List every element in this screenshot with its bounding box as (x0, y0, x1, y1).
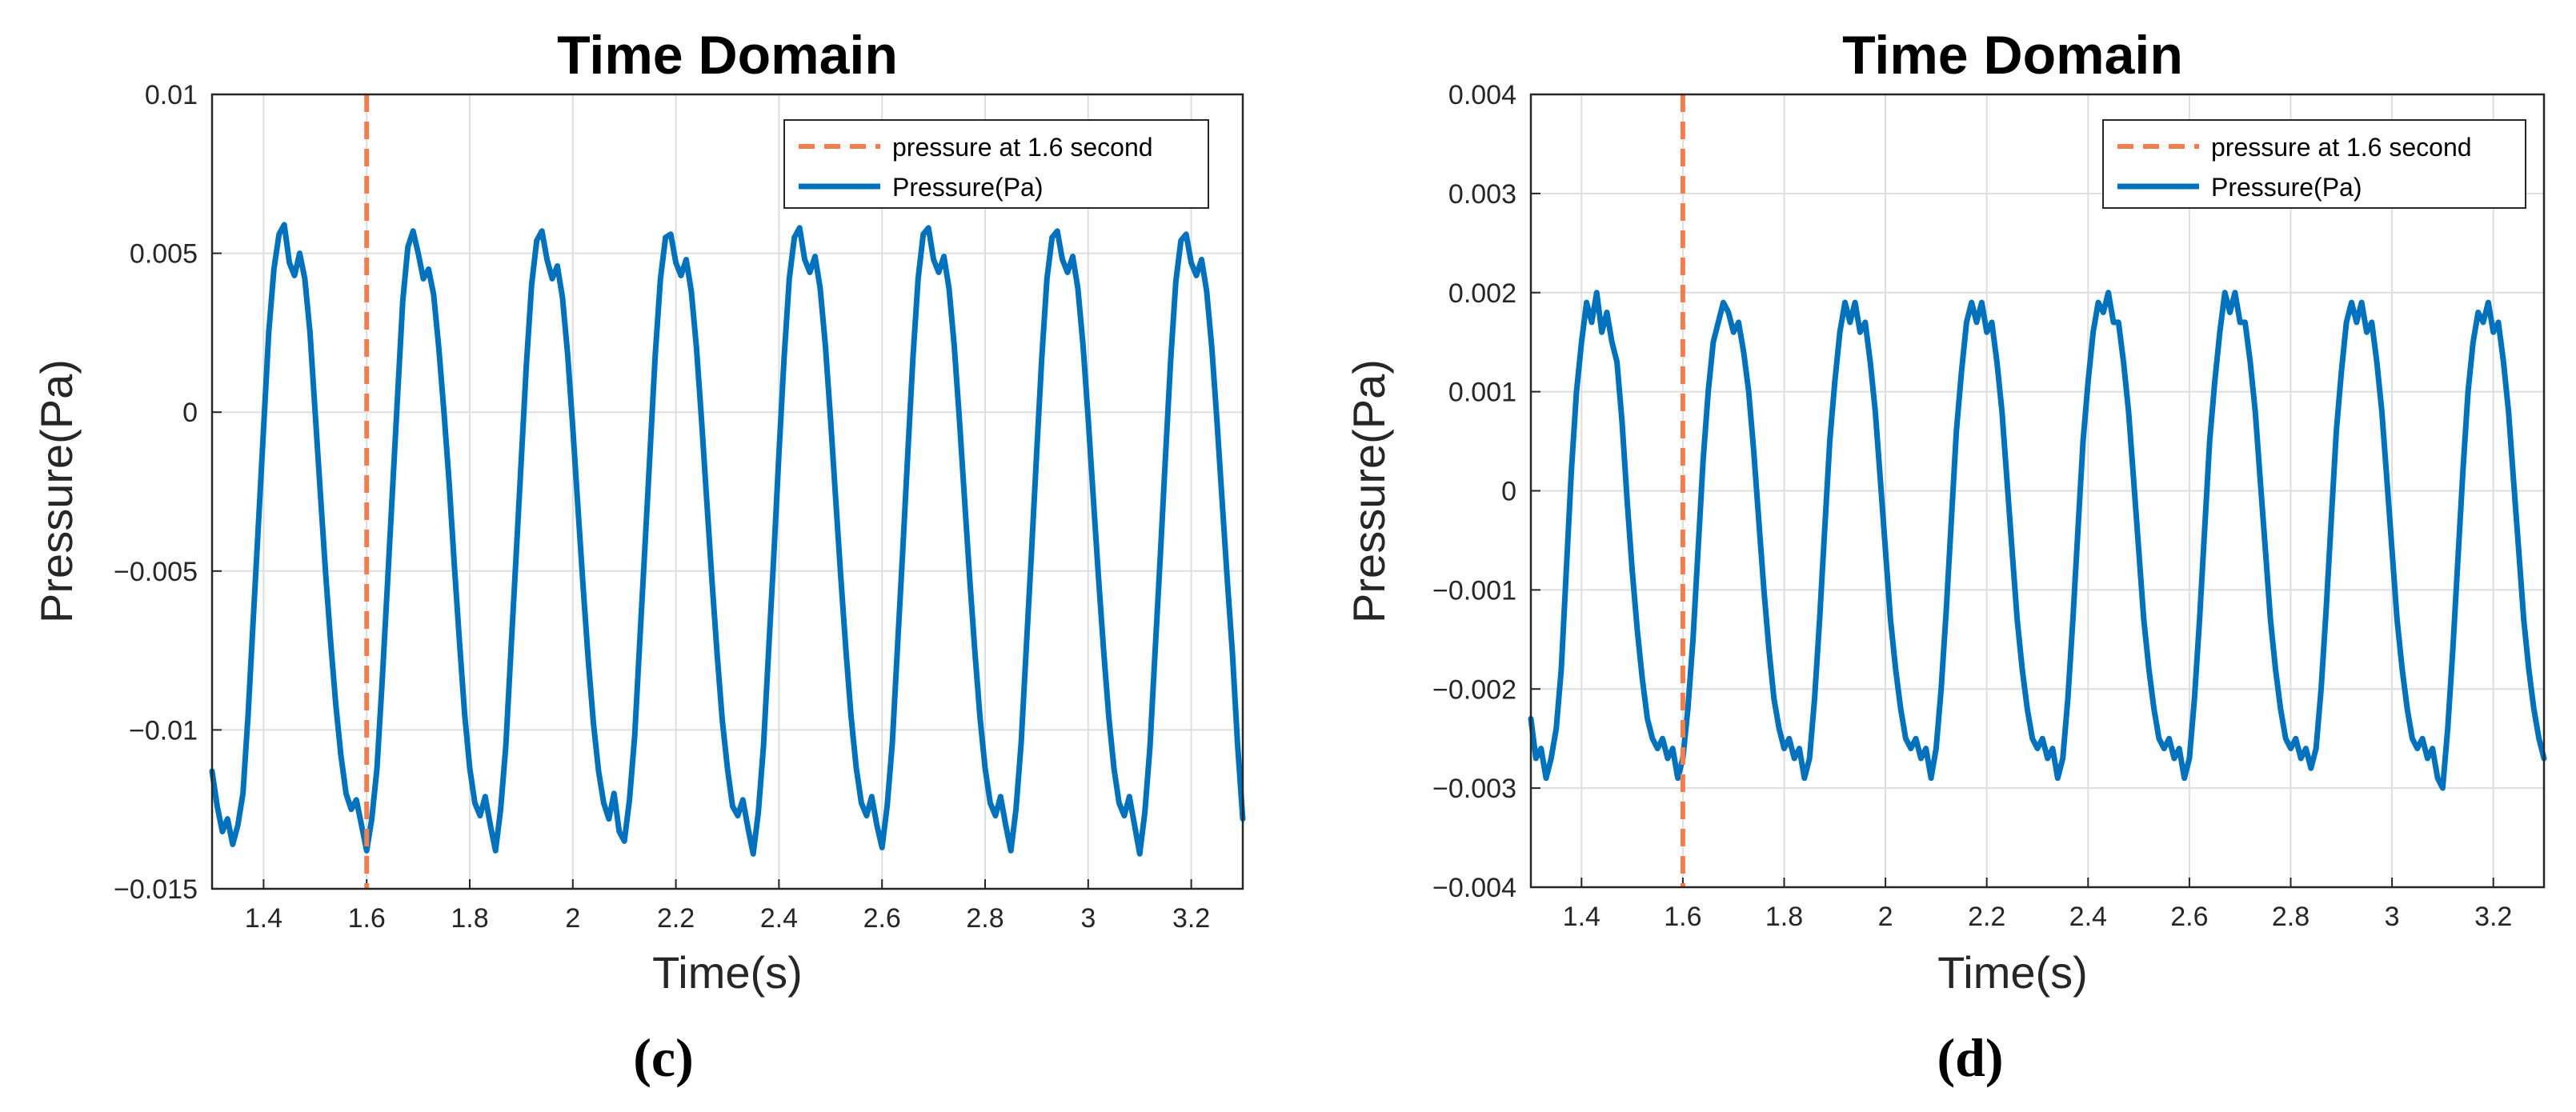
y-tick-label: 0.003 (1448, 179, 1516, 210)
legend: pressure at 1.6 second Pressure(Pa) (2102, 119, 2526, 209)
x-tick-label: 2 (1878, 902, 1893, 932)
x-axis-label: Time(s) (652, 947, 803, 998)
x-tick-label: 2.6 (2170, 902, 2208, 932)
plot-area (209, 94, 1246, 889)
y-tick-label: 0.01 (145, 80, 198, 110)
x-tick-label: 2.2 (657, 903, 695, 934)
x-tick-label: 1.4 (1563, 902, 1600, 932)
y-tick-label: 0 (1501, 477, 1516, 507)
x-tick-label: 1.8 (1765, 902, 1803, 932)
chart-panel-d: Time Domain 1.4 1.6 1.8 2 2.2 2.4 2.6 2.8 3 3.2 −… (1344, 25, 2547, 1088)
x-tick-label: 3 (2385, 902, 2400, 932)
x-tick-label: 2.8 (2272, 902, 2310, 932)
x-tick-labels: 1.4 1.6 1.8 2 2.2 2.4 2.6 2.8 3 3.2 (245, 903, 1210, 934)
plot-area (1528, 94, 2547, 887)
legend-marker-line-label: pressure at 1.6 second (892, 133, 1153, 162)
axes-box (210, 93, 1244, 890)
x-tick-label: 1.4 (245, 903, 282, 934)
x-tick-label: 1.6 (1664, 902, 1701, 932)
series-line-pressure (209, 222, 1246, 857)
legend: pressure at 1.6 second Pressure(Pa) (783, 119, 1209, 209)
panel-label: (c) (633, 1027, 693, 1088)
y-axis-label: Pressure(Pa) (1344, 359, 1394, 623)
x-tick-label: 3.2 (2474, 902, 2512, 932)
panel-label: (d) (1937, 1027, 2003, 1088)
x-tick-label: 2.8 (966, 903, 1004, 934)
chart-title: Time Domain (557, 25, 898, 86)
y-tick-label: 0 (182, 398, 198, 428)
x-tick-label: 3 (1080, 903, 1096, 934)
x-axis-label: Time(s) (1937, 947, 2088, 998)
series-line-pressure (1528, 290, 2547, 791)
axes-box (1529, 93, 2546, 889)
y-tick-label: 0.002 (1448, 278, 1516, 309)
y-tick-label: −0.005 (114, 557, 198, 587)
x-tick-label: 2 (565, 903, 580, 934)
x-tick-label: 2.6 (863, 903, 901, 934)
legend-marker-line-label: pressure at 1.6 second (2211, 133, 2472, 162)
y-tick-label: −0.015 (114, 874, 198, 905)
x-tick-label: 2.4 (760, 903, 798, 934)
y-tick-label: 0.005 (130, 239, 198, 270)
chart-panel-c: Time Domain 1.4 1.6 1.8 2 2.2 2.4 2.6 2.8 3 3.2 −… (31, 25, 1246, 1088)
y-tick-label: −0.001 (1432, 575, 1516, 606)
x-tick-label: 2.2 (1968, 902, 2005, 932)
legend-series-label: Pressure(Pa) (892, 173, 1044, 202)
x-tick-label: 2.4 (2069, 902, 2107, 932)
y-tick-label: −0.004 (1432, 873, 1516, 903)
y-tick-label: −0.003 (1432, 774, 1516, 804)
y-tick-labels: −0.004 −0.003 −0.002 −0.001 0 0.001 0.002 0.003… (1432, 80, 1516, 903)
x-tick-label: 1.8 (451, 903, 488, 934)
y-tick-label: −0.002 (1432, 674, 1516, 705)
legend-box (2102, 119, 2526, 209)
x-tick-label: 1.6 (348, 903, 386, 934)
legend-box (783, 119, 1209, 209)
x-tick-labels: 1.4 1.6 1.8 2 2.2 2.4 2.6 2.8 3 3.2 (1563, 902, 2513, 932)
chart-title: Time Domain (1842, 25, 2183, 86)
y-tick-label: −0.01 (129, 715, 198, 746)
legend-series-label: Pressure(Pa) (2211, 173, 2362, 202)
y-tick-labels: −0.015 −0.01 −0.005 0 0.005 0.01 (114, 80, 198, 905)
y-axis-label: Pressure(Pa) (31, 359, 82, 623)
x-tick-label: 3.2 (1172, 903, 1210, 934)
y-tick-label: 0.004 (1448, 80, 1516, 110)
y-tick-label: 0.001 (1448, 378, 1516, 408)
